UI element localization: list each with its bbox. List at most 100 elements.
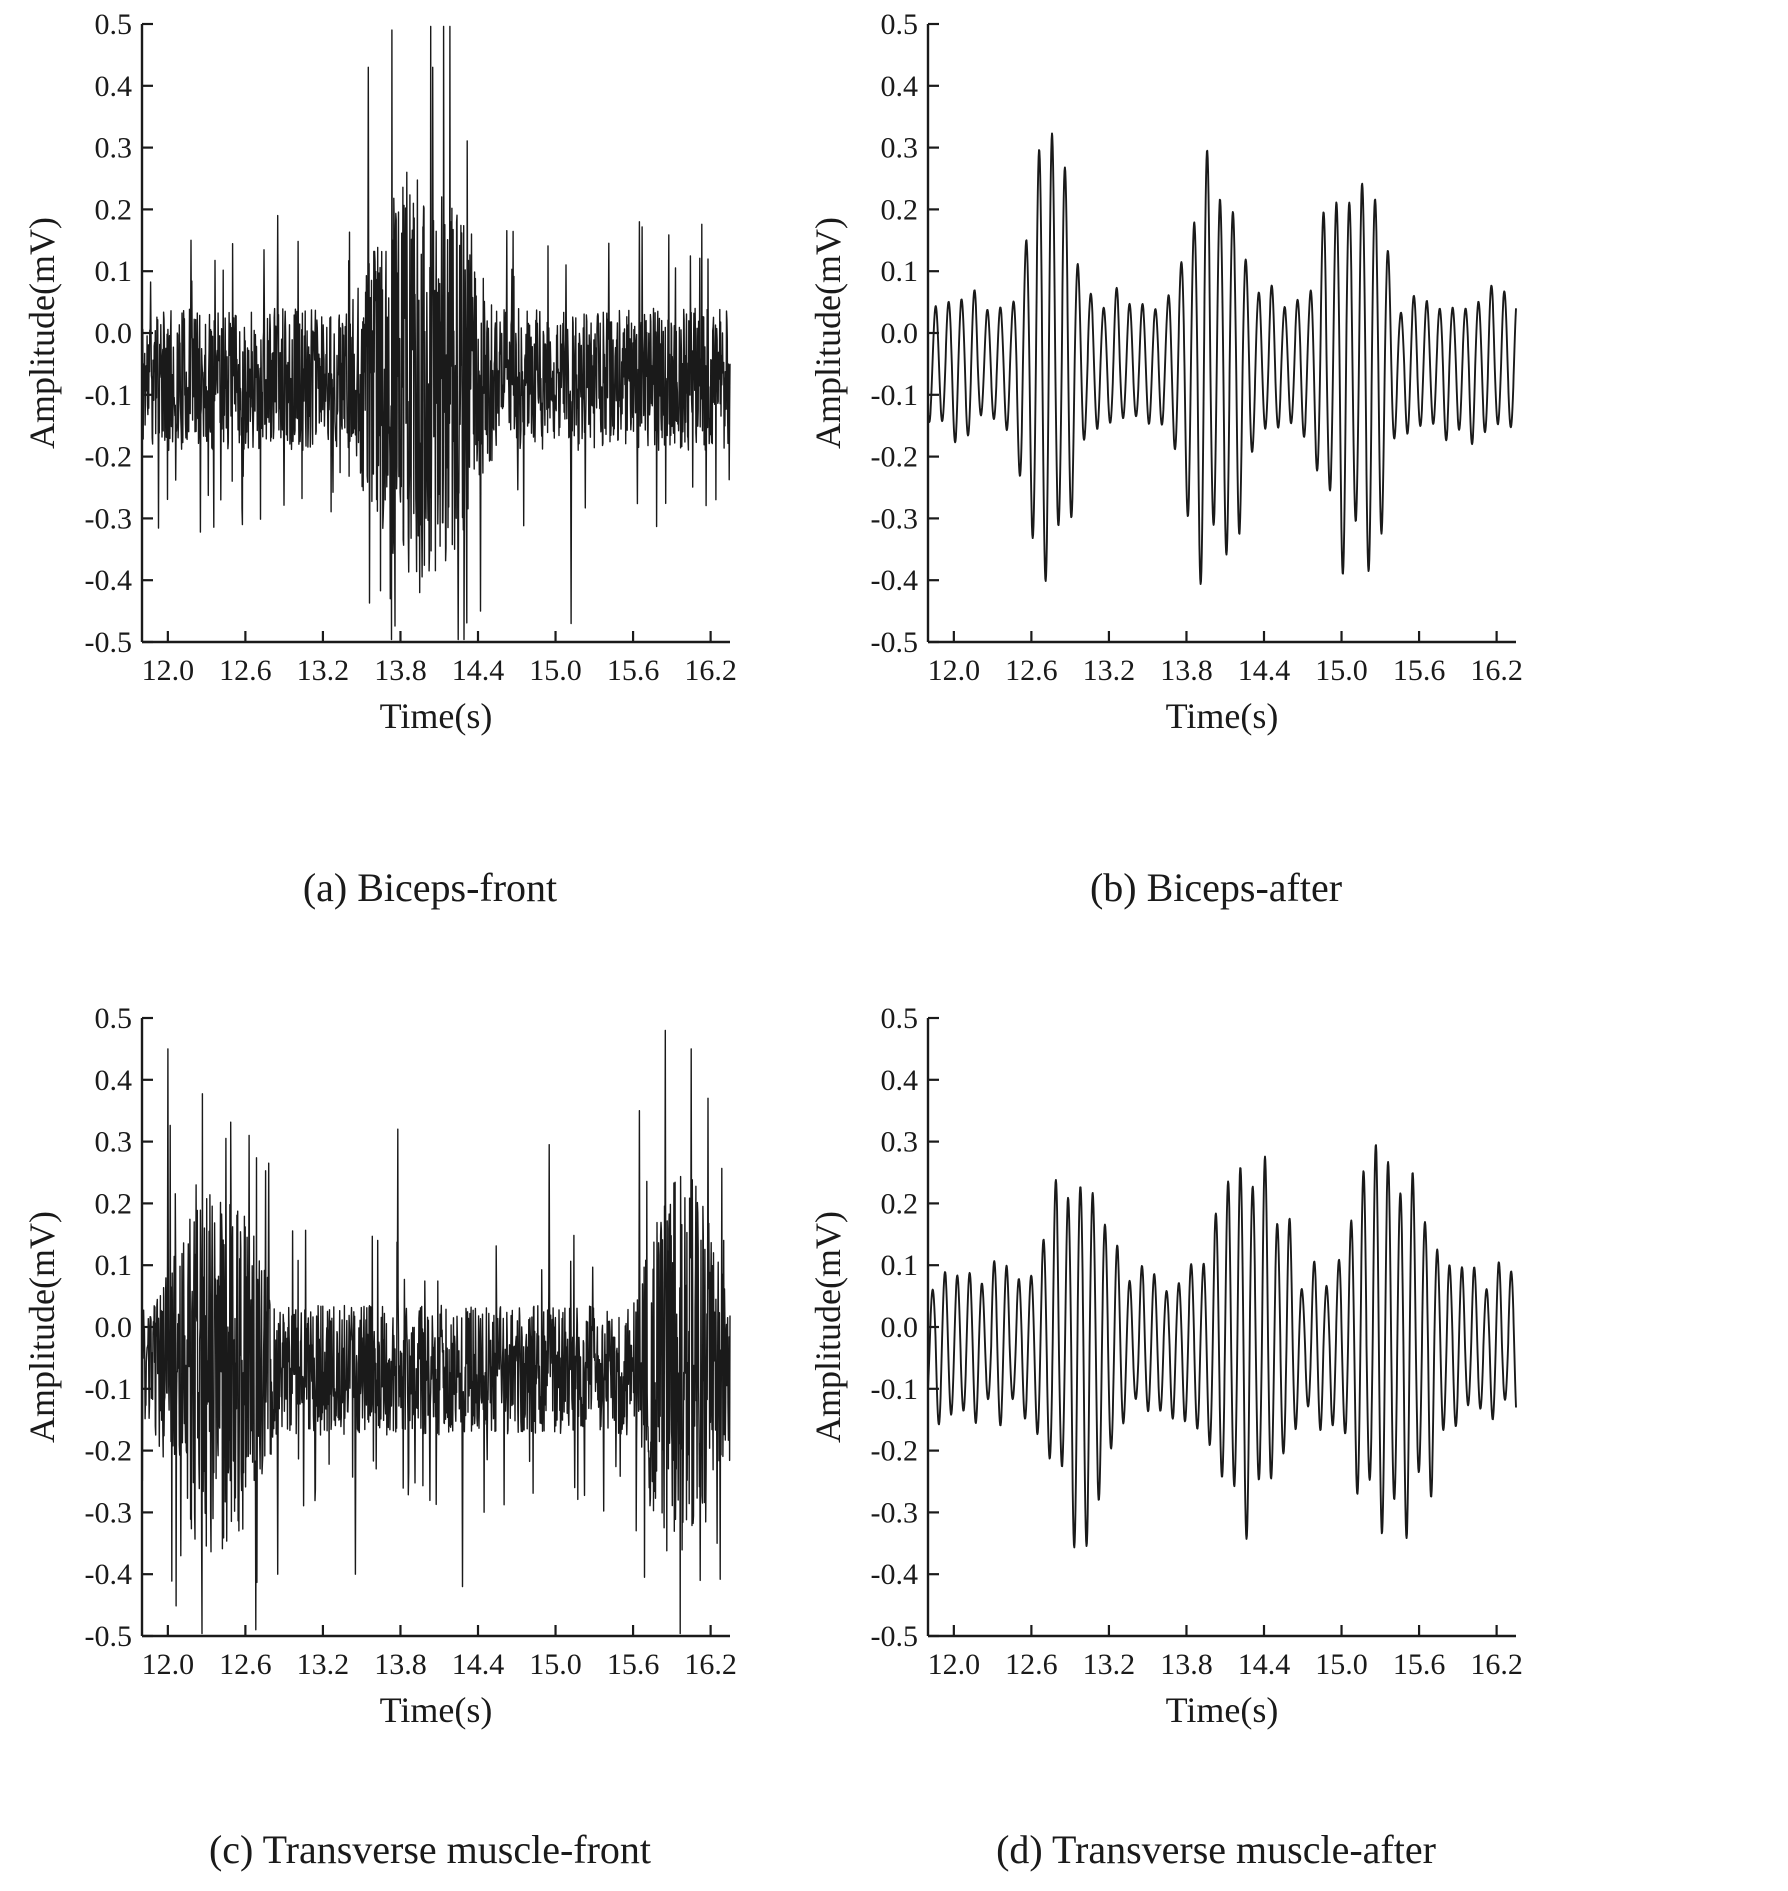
signal-trace-a [141, 25, 731, 641]
chart-panel-biceps-front: -0.5 -0.4 -0.3 -0.2 -0.1 0.0 0.1 0.2 0.3 0.4 0.5 12… [20, 6, 750, 757]
y-tick-label: 0.0 [881, 317, 919, 350]
x-tick-label: 13.2 [297, 1648, 350, 1681]
y-tick-label: -0.1 [871, 379, 919, 412]
y-tick-label: 0.3 [881, 1126, 919, 1159]
x-tick-label: 12.0 [142, 1648, 195, 1681]
y-tick-label: -0.5 [871, 1620, 919, 1653]
y-tick-label: 0.2 [95, 1187, 133, 1220]
y-tick-label: -0.1 [871, 1373, 919, 1406]
y-tick-label: 0.1 [95, 1249, 133, 1282]
y-tick-label: 0.3 [881, 132, 919, 165]
x-tick-label: 12.6 [219, 1648, 272, 1681]
x-tick-label: 14.4 [1238, 1648, 1291, 1681]
x-tick-label: 15.6 [607, 654, 660, 687]
y-tick-label: -0.5 [871, 626, 919, 659]
y-tick-label: -0.2 [85, 441, 133, 474]
signal-trace-d [927, 1144, 1517, 1549]
y-tick-label: 0.4 [95, 70, 133, 103]
x-tick-label: 15.6 [1393, 654, 1446, 687]
x-tick-label: 13.2 [1083, 1648, 1136, 1681]
y-tick-label: 0.5 [95, 1002, 133, 1035]
x-tick-label: 14.4 [452, 1648, 505, 1681]
x-tick-label: 15.6 [607, 1648, 660, 1681]
x-tick-label: 15.6 [1393, 1648, 1446, 1681]
x-tick-label: 16.2 [684, 1648, 737, 1681]
x-tick-label: 16.2 [684, 654, 737, 687]
chart-panel-transverse-after: -0.5 -0.4 -0.3 -0.2 -0.1 0.0 0.1 0.2 0.3 0.4 0.5 12… [806, 1000, 1536, 1751]
y-tick-label: -0.3 [85, 502, 133, 535]
y-tick-label: -0.4 [85, 1558, 133, 1591]
y-tick-label: -0.5 [85, 1620, 133, 1653]
y-tick-label: 0.2 [881, 193, 919, 226]
chart-canvas-d: -0.5 -0.4 -0.3 -0.2 -0.1 0.0 0.1 0.2 0.3 0.4 0.5 12… [808, 1002, 1523, 1730]
caption-transverse-front: (c) Transverse muscle-front [208, 1827, 652, 1872]
y-tick-label: 0.5 [881, 8, 919, 41]
y-tick-label: -0.2 [871, 1435, 919, 1468]
y-tick-label: 0.0 [881, 1311, 919, 1344]
x-tick-label: 16.2 [1470, 654, 1523, 687]
y-tick-label: -0.5 [85, 626, 133, 659]
y-tick-label: 0.5 [95, 8, 133, 41]
y-tick-label: 0.4 [881, 1064, 919, 1097]
y-axis-label: Amplitude(mV) [22, 1211, 62, 1443]
y-tick-label: 0.2 [881, 1187, 919, 1220]
y-tick-label: -0.3 [871, 502, 919, 535]
y-tick-label: -0.2 [85, 1435, 133, 1468]
y-tick-label: 0.4 [95, 1064, 133, 1097]
y-tick-label: 0.3 [95, 1126, 133, 1159]
y-tick-label: -0.4 [871, 1558, 919, 1591]
x-tick-label: 16.2 [1470, 1648, 1523, 1681]
y-tick-label: 0.4 [881, 70, 919, 103]
y-tick-label: 0.1 [881, 255, 919, 288]
x-tick-label: 12.6 [219, 654, 272, 687]
y-axis-label: Amplitude(mV) [808, 217, 848, 449]
caption-transverse-after: (d) Transverse muscle-after [996, 1827, 1436, 1872]
x-tick-label: 13.2 [1083, 654, 1136, 687]
chart-canvas-c: -0.5 -0.4 -0.3 -0.2 -0.1 0.0 0.1 0.2 0.3 0.4 0.5 12… [22, 1002, 737, 1730]
y-tick-label: -0.3 [871, 1496, 919, 1529]
y-tick-label: 0.1 [95, 255, 133, 288]
x-tick-label: 12.0 [928, 654, 981, 687]
x-axis-label: Time(s) [380, 1690, 493, 1730]
chart-panel-transverse-front: -0.5 -0.4 -0.3 -0.2 -0.1 0.0 0.1 0.2 0.3 0.4 0.5 12… [20, 1000, 750, 1751]
x-tick-label: 12.0 [142, 654, 195, 687]
x-tick-label: 13.8 [1160, 654, 1213, 687]
x-tick-label: 12.6 [1005, 654, 1058, 687]
x-tick-label: 13.8 [1160, 1648, 1213, 1681]
x-tick-label: 13.2 [297, 654, 350, 687]
x-tick-label: 15.0 [1315, 1648, 1368, 1681]
y-tick-label: -0.2 [871, 441, 919, 474]
y-tick-label: 0.2 [95, 193, 133, 226]
x-tick-label: 14.4 [452, 654, 505, 687]
y-tick-label: 0.0 [95, 317, 133, 350]
y-tick-label: 0.5 [881, 1002, 919, 1035]
caption-biceps-front: (a) Biceps-front [302, 865, 558, 910]
y-tick-label: -0.1 [85, 1373, 133, 1406]
y-axis-label: Amplitude(mV) [22, 217, 62, 449]
chart-panel-biceps-after: -0.5 -0.4 -0.3 -0.2 -0.1 0.0 0.1 0.2 0.3 0.4 0.5 12… [806, 6, 1536, 757]
y-tick-label: 0.3 [95, 132, 133, 165]
x-axis-label: Time(s) [1166, 1690, 1279, 1730]
x-tick-label: 12.0 [928, 1648, 981, 1681]
x-axis-label: Time(s) [380, 696, 493, 736]
chart-canvas-a: -0.5 -0.4 -0.3 -0.2 -0.1 0.0 0.1 0.2 0.3 0.4 0.5 12… [22, 8, 737, 736]
y-tick-label: -0.1 [85, 379, 133, 412]
y-tick-label: 0.1 [881, 1249, 919, 1282]
x-tick-label: 13.8 [374, 654, 427, 687]
y-tick-label: -0.4 [871, 564, 919, 597]
caption-biceps-after: (b) Biceps-after [1089, 865, 1343, 910]
signal-trace-b [927, 132, 1517, 585]
x-tick-label: 15.0 [529, 1648, 582, 1681]
x-axis-label: Time(s) [1166, 696, 1279, 736]
x-tick-label: 14.4 [1238, 654, 1291, 687]
y-tick-label: 0.0 [95, 1311, 133, 1344]
y-tick-label: -0.4 [85, 564, 133, 597]
x-tick-label: 15.0 [1315, 654, 1368, 687]
x-tick-label: 15.0 [529, 654, 582, 687]
x-tick-label: 12.6 [1005, 1648, 1058, 1681]
y-tick-label: -0.3 [85, 1496, 133, 1529]
signal-trace-c [141, 1029, 731, 1635]
y-axis-label: Amplitude(mV) [808, 1211, 848, 1443]
x-tick-label: 13.8 [374, 1648, 427, 1681]
